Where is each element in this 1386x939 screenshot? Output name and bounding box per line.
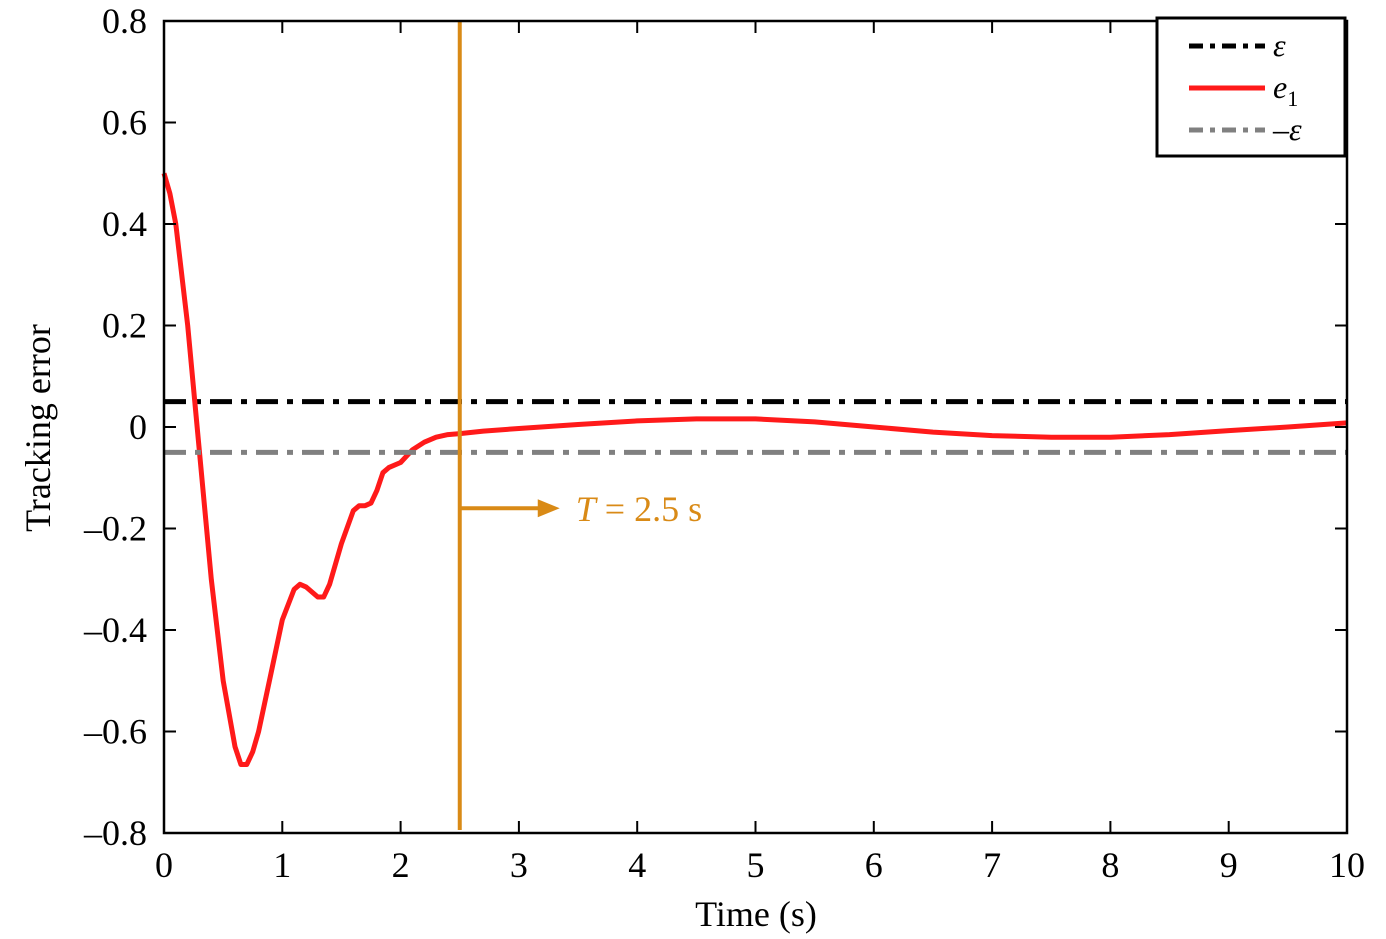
x-tick-label-0: 0 bbox=[155, 845, 173, 885]
x-tick-label-9: 9 bbox=[1220, 845, 1238, 885]
y-tick-label-0: 0.8 bbox=[102, 1, 147, 41]
series-line-1 bbox=[161, 172, 1348, 767]
legend-label-1: e1 bbox=[1273, 69, 1298, 111]
x-tick-label-1: 1 bbox=[273, 845, 291, 885]
x-tick-label-8: 8 bbox=[1101, 845, 1119, 885]
y-tick-label-4: 0 bbox=[129, 407, 147, 447]
annotation-symbol: T bbox=[576, 489, 599, 529]
x-tick-label-3: 3 bbox=[510, 845, 528, 885]
x-tick-label-6: 6 bbox=[865, 845, 883, 885]
axes: 0 1 2 3 4 5 6 7 8 9 10 0.8 0.6 0.4 0.2 0 –0.2 –0.4 –0.6 –0.… bbox=[83, 1, 1365, 885]
x-tick-label-4: 4 bbox=[628, 845, 646, 885]
x-tick-label-2: 2 bbox=[392, 845, 410, 885]
y-tick-label-7: –0.6 bbox=[83, 712, 147, 752]
y-tick-label-8: –0.8 bbox=[83, 813, 147, 853]
y-tick-label-2: 0.4 bbox=[102, 204, 147, 244]
plot-area: T = 2.5 s bbox=[161, 21, 1348, 830]
x-tick-label-5: 5 bbox=[747, 845, 765, 885]
y-tick-label-1: 0.6 bbox=[102, 103, 147, 143]
y-tick-label-5: –0.2 bbox=[83, 509, 147, 549]
annotation-label: T = 2.5 s bbox=[576, 489, 702, 529]
x-tick-label-7: 7 bbox=[983, 845, 1001, 885]
annotation-value: = 2.5 s bbox=[596, 489, 702, 529]
annotation-arrow-head bbox=[537, 499, 560, 518]
legend-label-0: ε bbox=[1273, 27, 1286, 63]
legend-label-2: –ε bbox=[1272, 111, 1302, 147]
legend: ε e1–ε bbox=[1155, 16, 1347, 158]
y-tick-label-6: –0.4 bbox=[83, 610, 147, 650]
y-tick-label-3: 0.2 bbox=[102, 306, 147, 346]
y-axis-title: Tracking error bbox=[18, 324, 58, 532]
x-axis-title: Time (s) bbox=[695, 894, 817, 934]
x-tick-label-10: 10 bbox=[1329, 845, 1365, 885]
